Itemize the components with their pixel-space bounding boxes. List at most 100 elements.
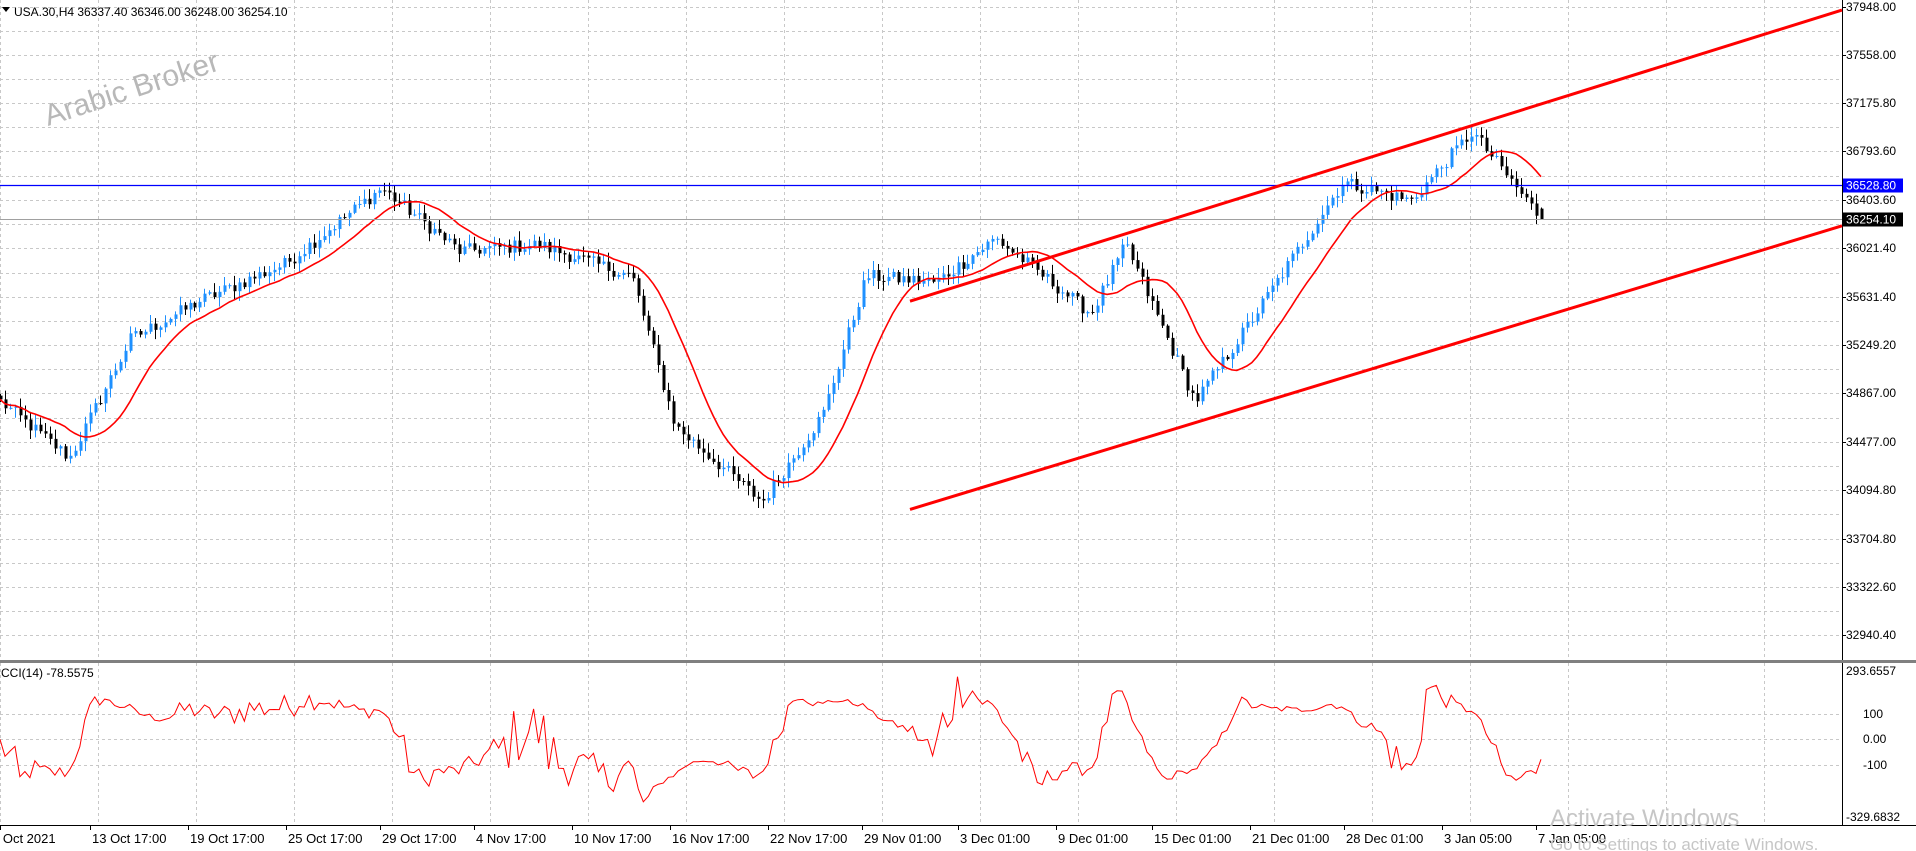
channel-line-lower[interactable]	[909, 224, 1843, 511]
candle	[433, 222, 437, 236]
candle-body	[119, 361, 123, 371]
candle	[1111, 259, 1115, 291]
candle-body	[822, 409, 826, 417]
candle-body	[129, 333, 133, 351]
candle-body	[94, 403, 98, 413]
candle-body	[248, 276, 252, 288]
candle	[104, 387, 108, 413]
candle	[1051, 264, 1055, 290]
price-tick-label: 33322.60	[1846, 580, 1896, 594]
candle	[59, 444, 63, 456]
candle	[373, 189, 377, 210]
candle	[49, 426, 53, 445]
candle-body	[64, 446, 68, 459]
candle	[981, 243, 985, 256]
candle-body	[672, 401, 676, 424]
candle	[363, 189, 367, 208]
candle-body	[179, 305, 183, 315]
candle	[1066, 290, 1070, 303]
candle-body	[343, 217, 347, 219]
triangle-down-icon[interactable]	[2, 7, 10, 12]
time-tick-label: 22 Nov 17:00	[770, 831, 847, 846]
candle	[1071, 291, 1075, 306]
candle-body	[662, 365, 666, 391]
candle	[1445, 163, 1449, 177]
candle-body	[727, 466, 731, 468]
candle	[1266, 286, 1270, 301]
candle-body	[622, 272, 626, 275]
candle-body	[757, 496, 761, 499]
candle	[44, 422, 48, 438]
candle-body	[1056, 286, 1060, 294]
candle	[403, 192, 407, 206]
candle	[1455, 136, 1459, 156]
candle	[89, 404, 93, 432]
candle	[508, 239, 512, 258]
candle-body	[84, 423, 88, 442]
candle-body	[1390, 193, 1394, 201]
candle-body	[807, 440, 811, 448]
candle	[1136, 251, 1140, 272]
candle-body	[228, 285, 232, 287]
candle	[677, 422, 681, 431]
candle-body	[508, 244, 512, 253]
candle-body	[273, 269, 277, 273]
candle	[707, 443, 711, 461]
candle-body	[1455, 145, 1459, 149]
candle	[208, 290, 212, 296]
price-tick-label: 33704.80	[1846, 532, 1896, 546]
candle-body	[1535, 203, 1539, 216]
candle-body	[388, 190, 392, 193]
candle-body	[1440, 167, 1444, 169]
candle-body	[1430, 177, 1434, 183]
candle	[582, 246, 586, 263]
candle-body	[902, 276, 906, 283]
candle-body	[114, 370, 118, 376]
candle	[493, 236, 497, 256]
candle	[737, 466, 741, 489]
candle	[767, 492, 771, 504]
moving-average-line	[0, 150, 1542, 484]
candle-body	[1251, 321, 1255, 323]
candle	[952, 265, 956, 285]
time-tick-label: 9 Dec 01:00	[1058, 831, 1128, 846]
candle	[712, 449, 716, 465]
price-tick-label: 36793.60	[1846, 144, 1896, 158]
candle	[268, 266, 272, 286]
candle	[1520, 178, 1524, 198]
candle	[957, 256, 961, 284]
pane-separator	[0, 660, 1916, 663]
candle-body	[957, 262, 961, 275]
candle	[1046, 270, 1050, 284]
candle-body	[862, 280, 866, 308]
candle	[1355, 171, 1359, 192]
candle-body	[1206, 380, 1210, 387]
candle	[189, 299, 193, 318]
candle-body	[1395, 192, 1399, 201]
candle	[722, 458, 726, 477]
candle	[413, 209, 417, 217]
candle-body	[937, 277, 941, 282]
candle	[1271, 278, 1275, 302]
candle	[1241, 322, 1245, 352]
candle-body	[1046, 273, 1050, 277]
candle	[652, 327, 656, 348]
candle	[473, 236, 477, 252]
candle	[637, 274, 641, 303]
candle-body	[533, 240, 537, 246]
candle-body	[149, 323, 153, 332]
channel-line-upper[interactable]	[909, 8, 1843, 303]
candle-body	[637, 278, 641, 296]
candle-body	[438, 228, 442, 233]
candle	[54, 429, 58, 454]
candle	[991, 235, 995, 251]
candle	[114, 363, 118, 379]
candle-body	[213, 292, 217, 298]
candle-body	[49, 433, 53, 439]
candle	[1236, 338, 1240, 356]
candle	[498, 238, 502, 256]
candle	[1480, 127, 1484, 146]
candle	[732, 456, 736, 481]
candle-body	[1286, 261, 1290, 278]
